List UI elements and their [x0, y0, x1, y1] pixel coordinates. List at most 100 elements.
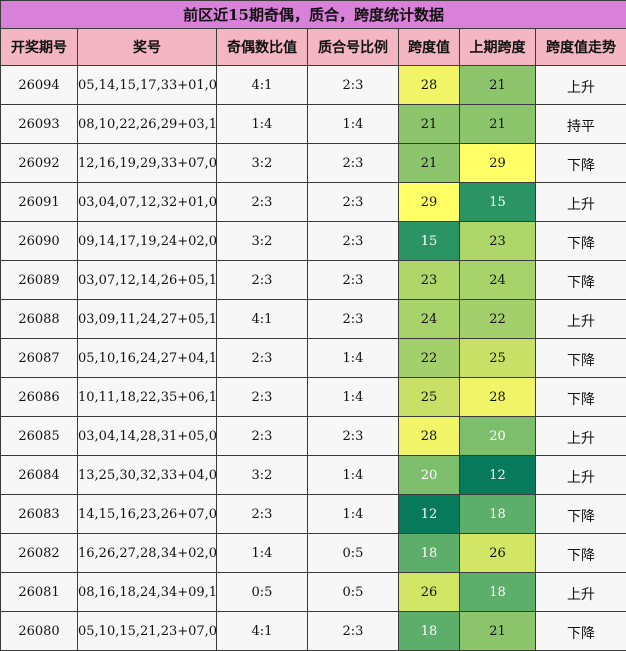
trend-cell: 下降 [536, 378, 626, 417]
numbers-cell: 05,10,16,24,27+04,10 [78, 339, 217, 378]
numbers-cell: 03,07,12,14,26+05,11 [78, 261, 217, 300]
prime-composite-cell: 2:3 [308, 417, 399, 456]
odd-even-cell: 3:2 [217, 144, 308, 183]
trend-cell: 上升 [536, 417, 626, 456]
odd-even-cell: 4:1 [217, 300, 308, 339]
trend-cell: 下降 [536, 612, 626, 651]
numbers-cell: 03,09,11,24,27+05,11 [78, 300, 217, 339]
odd-even-cell: 2:3 [217, 417, 308, 456]
prime-composite-cell: 1:4 [308, 105, 399, 144]
numbers-cell: 08,16,18,24,34+09,12 [78, 573, 217, 612]
trend-cell: 下降 [536, 495, 626, 534]
prev-span-cell: 20 [460, 417, 536, 456]
period-cell: 26089 [1, 261, 78, 300]
span-cell: 12 [399, 495, 460, 534]
prime-composite-cell: 0:5 [308, 573, 399, 612]
period-cell: 26088 [1, 300, 78, 339]
prev-span-cell: 12 [460, 456, 536, 495]
prime-composite-cell: 2:3 [308, 261, 399, 300]
numbers-cell: 12,16,19,29,33+07,09 [78, 144, 217, 183]
numbers-cell: 09,14,17,19,24+02,09 [78, 222, 217, 261]
prime-composite-cell: 2:3 [308, 66, 399, 105]
span-cell: 28 [399, 417, 460, 456]
odd-even-cell: 2:3 [217, 183, 308, 222]
period-cell: 26094 [1, 66, 78, 105]
odd-even-cell: 4:1 [217, 66, 308, 105]
span-cell: 18 [399, 612, 460, 651]
prime-composite-cell: 2:3 [308, 300, 399, 339]
period-cell: 26085 [1, 417, 78, 456]
header-span: 跨度值 [399, 29, 460, 66]
prev-span-cell: 29 [460, 144, 536, 183]
prime-composite-cell: 0:5 [308, 534, 399, 573]
span-cell: 25 [399, 378, 460, 417]
span-cell: 28 [399, 66, 460, 105]
odd-even-cell: 3:2 [217, 222, 308, 261]
header-prime-composite: 质合号比例 [308, 29, 399, 66]
numbers-cell: 16,26,27,28,34+02,06 [78, 534, 217, 573]
trend-cell: 上升 [536, 66, 626, 105]
span-cell: 20 [399, 456, 460, 495]
odd-even-cell: 4:1 [217, 612, 308, 651]
prime-composite-cell: 2:3 [308, 144, 399, 183]
odd-even-cell: 2:3 [217, 495, 308, 534]
title-row: 前区近15期奇偶，质合，跨度统计数据 [1, 1, 626, 29]
span-cell: 29 [399, 183, 460, 222]
period-cell: 26080 [1, 612, 78, 651]
span-cell: 22 [399, 339, 460, 378]
odd-even-cell: 1:4 [217, 105, 308, 144]
period-cell: 26092 [1, 144, 78, 183]
prime-composite-cell: 2:3 [308, 612, 399, 651]
numbers-cell: 14,15,16,23,26+07,09 [78, 495, 217, 534]
odd-even-cell: 0:5 [217, 573, 308, 612]
prime-composite-cell: 1:4 [308, 495, 399, 534]
span-cell: 21 [399, 105, 460, 144]
prev-span-cell: 18 [460, 495, 536, 534]
trend-cell: 下降 [536, 534, 626, 573]
header-span-trend: 跨度值走势 [536, 29, 626, 66]
span-cell: 18 [399, 534, 460, 573]
trend-cell: 下降 [536, 222, 626, 261]
trend-cell: 上升 [536, 456, 626, 495]
odd-even-cell: 2:3 [217, 378, 308, 417]
prev-span-cell: 24 [460, 261, 536, 300]
span-cell: 15 [399, 222, 460, 261]
header-row: 开奖期号 奖号 奇偶数比值 质合号比例 跨度值 上期跨度 跨度值走势 [1, 29, 626, 66]
span-cell: 24 [399, 300, 460, 339]
trend-cell: 下降 [536, 339, 626, 378]
header-period: 开奖期号 [1, 29, 78, 66]
numbers-cell: 10,11,18,22,35+06,12 [78, 378, 217, 417]
trend-cell: 上升 [536, 573, 626, 612]
prev-span-cell: 18 [460, 573, 536, 612]
odd-even-cell: 3:2 [217, 456, 308, 495]
header-prev-span: 上期跨度 [460, 29, 536, 66]
prime-composite-cell: 1:4 [308, 339, 399, 378]
numbers-cell: 08,10,22,26,29+03,10 [78, 105, 217, 144]
prev-span-cell: 21 [460, 612, 536, 651]
prime-composite-cell: 1:4 [308, 378, 399, 417]
trend-cell: 上升 [536, 183, 626, 222]
period-cell: 26086 [1, 378, 78, 417]
prime-composite-cell: 2:3 [308, 222, 399, 261]
prev-span-cell: 21 [460, 105, 536, 144]
prime-composite-cell: 1:4 [308, 456, 399, 495]
odd-even-cell: 2:3 [217, 261, 308, 300]
prev-span-cell: 15 [460, 183, 536, 222]
trend-cell: 上升 [536, 300, 626, 339]
period-cell: 26082 [1, 534, 78, 573]
period-cell: 26083 [1, 495, 78, 534]
odd-even-cell: 2:3 [217, 339, 308, 378]
